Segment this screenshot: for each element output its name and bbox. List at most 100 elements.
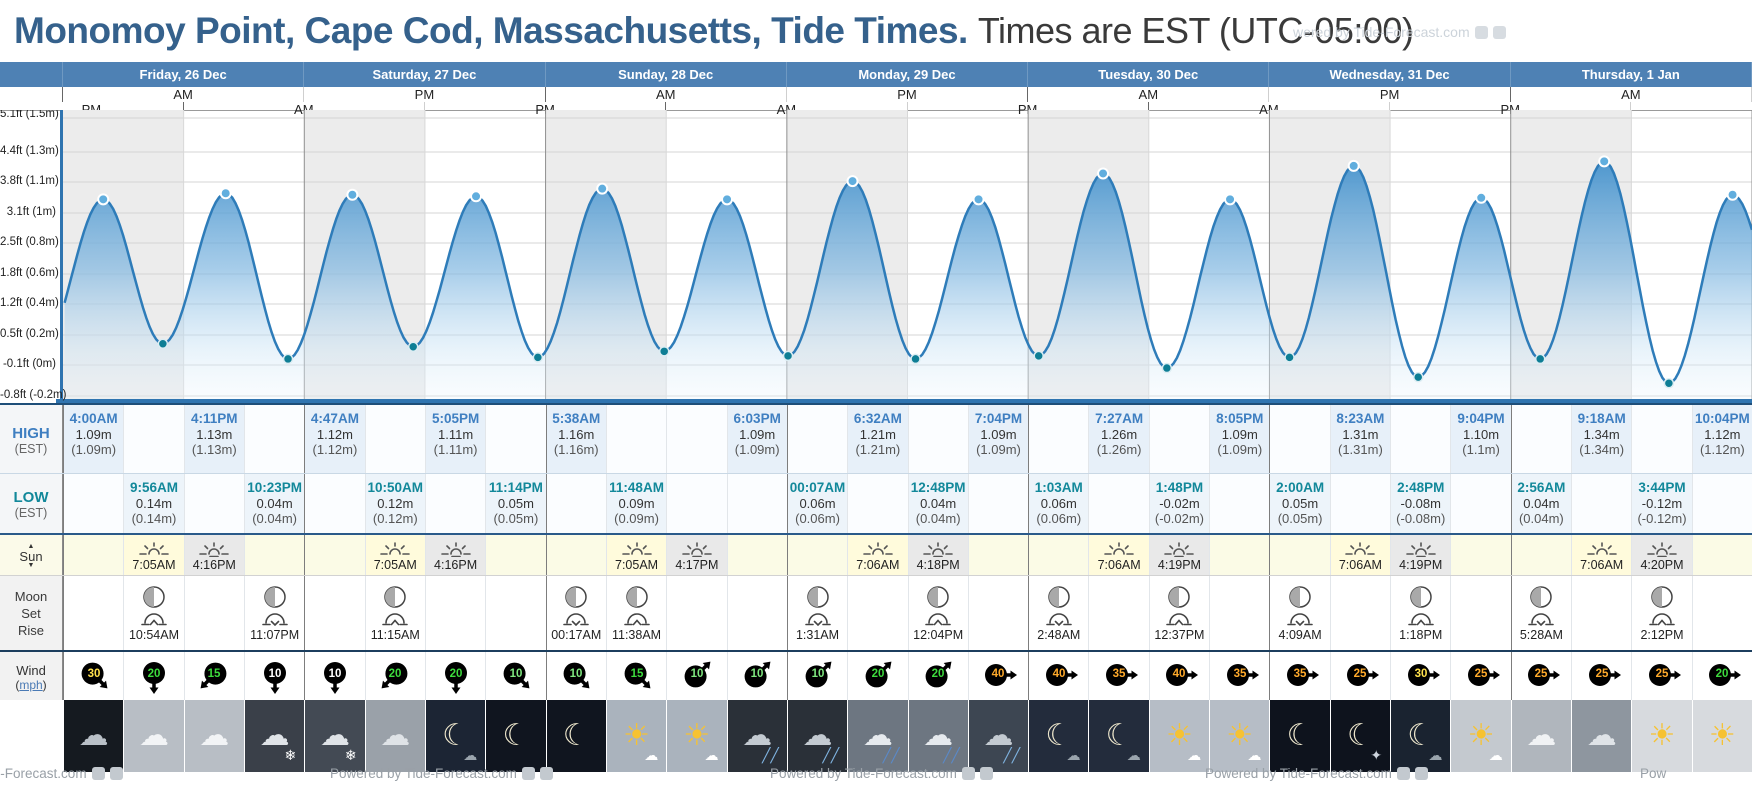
tide-time: 3:44PM [1638,480,1686,495]
wind-cell: 10 [545,652,606,702]
weather-cell-cloudy: ☁ [183,700,244,772]
low-tide-cell: 2:48PM -0.08m (-0.08m) [1390,474,1451,534]
tide-height: 0.04m [920,496,957,511]
tide-time: 4:00AM [69,411,118,426]
wind-cell: 15 [183,652,244,702]
sun-row-label[interactable]: ▲ Sun ▼ [0,535,63,577]
svg-text:35: 35 [1233,668,1246,680]
low-row-label: LOW (EST) [0,474,63,534]
weather-extra-icon: ╱╱ [942,748,960,764]
am-header: AM [62,87,305,102]
svg-text:20: 20 [932,668,945,680]
weather-cell-clear-night: ☾ [485,700,546,772]
sunrise-time: 7:06AM [1097,557,1141,572]
tide-height-alt: (1.26m) [1096,442,1142,457]
watermark-icon [961,767,975,780]
tide-time: 9:18AM [1577,411,1626,426]
tide-height: 1.12m [316,427,353,442]
wind-badge: 25 [1347,664,1380,686]
wind-unit-link[interactable]: mph [19,677,43,692]
weather-cell-clear-night-stars: ☾ ✦ [1329,700,1391,772]
sort-down-icon[interactable]: ▼ [27,561,35,569]
clear-night-icon: ☾ [502,718,530,753]
weather-cell-cloudy: ☁ [364,700,425,772]
high-tide-cell: 6:03PM 1.09m (1.09m) [726,405,787,475]
tide-height-alt: (0.04m) [1518,511,1564,526]
high-tide-cell: 8:05PM 1.09m (1.09m) [1209,405,1270,475]
y-axis-tick-label: 3.1ft (1m) [6,206,56,218]
sunny-icon: ☀ [1648,718,1676,753]
svg-text:15: 15 [208,668,221,680]
moonset-icon [1287,613,1313,626]
high-tide-cell: 6:32AM 1.21m (1.21m) [847,405,908,475]
sort-up-icon[interactable]: ▲ [27,542,35,550]
weather-cell-night-partly-cloudy: ☾ ☁ [424,700,486,772]
svg-text:35: 35 [1113,668,1126,680]
sunset-time: 4:19PM [1399,557,1443,572]
tide-height-alt: (1.31m) [1338,442,1383,457]
moon-set-cell: 11:07PM [243,576,304,651]
moon-phase-icon [625,586,648,608]
rain-icon: ☁ [802,718,833,753]
weather-cell-night-cloudy: ☁ [63,700,124,772]
high-tide-cell: 9:18AM 1.34m (1.34m) [1571,405,1632,475]
wind-badge: 20 [142,662,165,694]
wind-cell: 20 [123,652,183,702]
watermark-bottom-row: ed by Tide-Forecast.com Powered by Tide-F… [0,766,1752,787]
weather-extra-icon: ☁ [1126,748,1141,764]
sunny-icon: ☀ [1708,718,1736,753]
wind-row: Wind (mph) 30 20 15 10 10 20 20 10 10 15 10 10 10 20 2… [0,650,1752,702]
moon-rise-cell: 11:38AM [605,576,666,651]
wind-cell: 35 [1209,652,1269,702]
tide-time: 10:23PM [247,480,302,495]
low-tide-dot [658,346,670,357]
moon-rise-cell: 12:37PM [1148,576,1209,651]
tide-curve-svg [56,110,1752,403]
wind-cell: 25 [1329,652,1390,702]
svg-text:30: 30 [87,668,100,680]
y-axis-tick-label: 1.8ft (0.6m) [0,267,59,279]
watermark: Powered by Tide-Forecast.com [1205,766,1428,781]
tide-time: 1:03AM [1034,480,1083,495]
cloudy-icon: ☁ [199,718,230,753]
moon-phase-icon [1289,586,1311,608]
high-tide-dot [219,187,232,200]
svg-text:10: 10 [510,668,523,680]
svg-text:25: 25 [1535,668,1548,680]
moonrise-icon [925,613,951,626]
moon-phase-icon [263,586,286,608]
tide-time: 9:04PM [1457,411,1505,426]
pm-header: PM [787,87,1029,102]
moon-phase-icon [143,586,165,608]
moon-rise-time: 12:37PM [1154,628,1205,642]
wind-badge: 30 [1407,664,1440,686]
weather-cell-cloudy: ☁ [1510,700,1572,772]
tide-height: 1.16m [558,427,595,442]
low-tide-cell: 00:07AM 0.06m (0.06m) [786,474,848,534]
low-tide-cell: 11:48AM 0.09m (0.09m) [605,474,667,534]
low-tide-dot [1284,352,1295,363]
sunset-cell: 4:17PM [666,535,727,577]
low-tide-dot [1534,353,1546,365]
page-title: Monomoy Point, Cape Cod, Massachusetts, … [0,0,1752,62]
night-partly-cloudy-icon: ☾ [1105,718,1133,753]
moon-rise-cell: 11:15AM [364,576,425,651]
day-header-gutter [0,62,63,87]
high-tide-cell: 4:47AM 1.12m (1.12m) [304,405,365,475]
watermark-icon [979,767,993,780]
sunset-cell: 4:18PM [907,535,968,577]
moon-set-time: 4:09AM [1278,628,1322,642]
weather-cell-night-rain: ☁ ╱╱ [967,700,1029,772]
moon-phase-icon [565,586,587,608]
moon-phase-icon [1048,586,1070,608]
sunset-icon [1405,541,1436,557]
cloudy-icon: ☁ [1526,718,1557,753]
tide-time: 12:48PM [910,480,966,495]
sunset-cell: 4:19PM [1390,535,1451,577]
rain-icon: ☁ [923,718,954,753]
sunset-icon [682,541,712,557]
tide-time: 5:05PM [431,411,480,426]
wind-badge: 20 [925,661,952,688]
sunrise-cell: 7:05AM [364,535,425,577]
low-tide-cell: 1:03AM 0.06m (0.06m) [1028,474,1089,534]
